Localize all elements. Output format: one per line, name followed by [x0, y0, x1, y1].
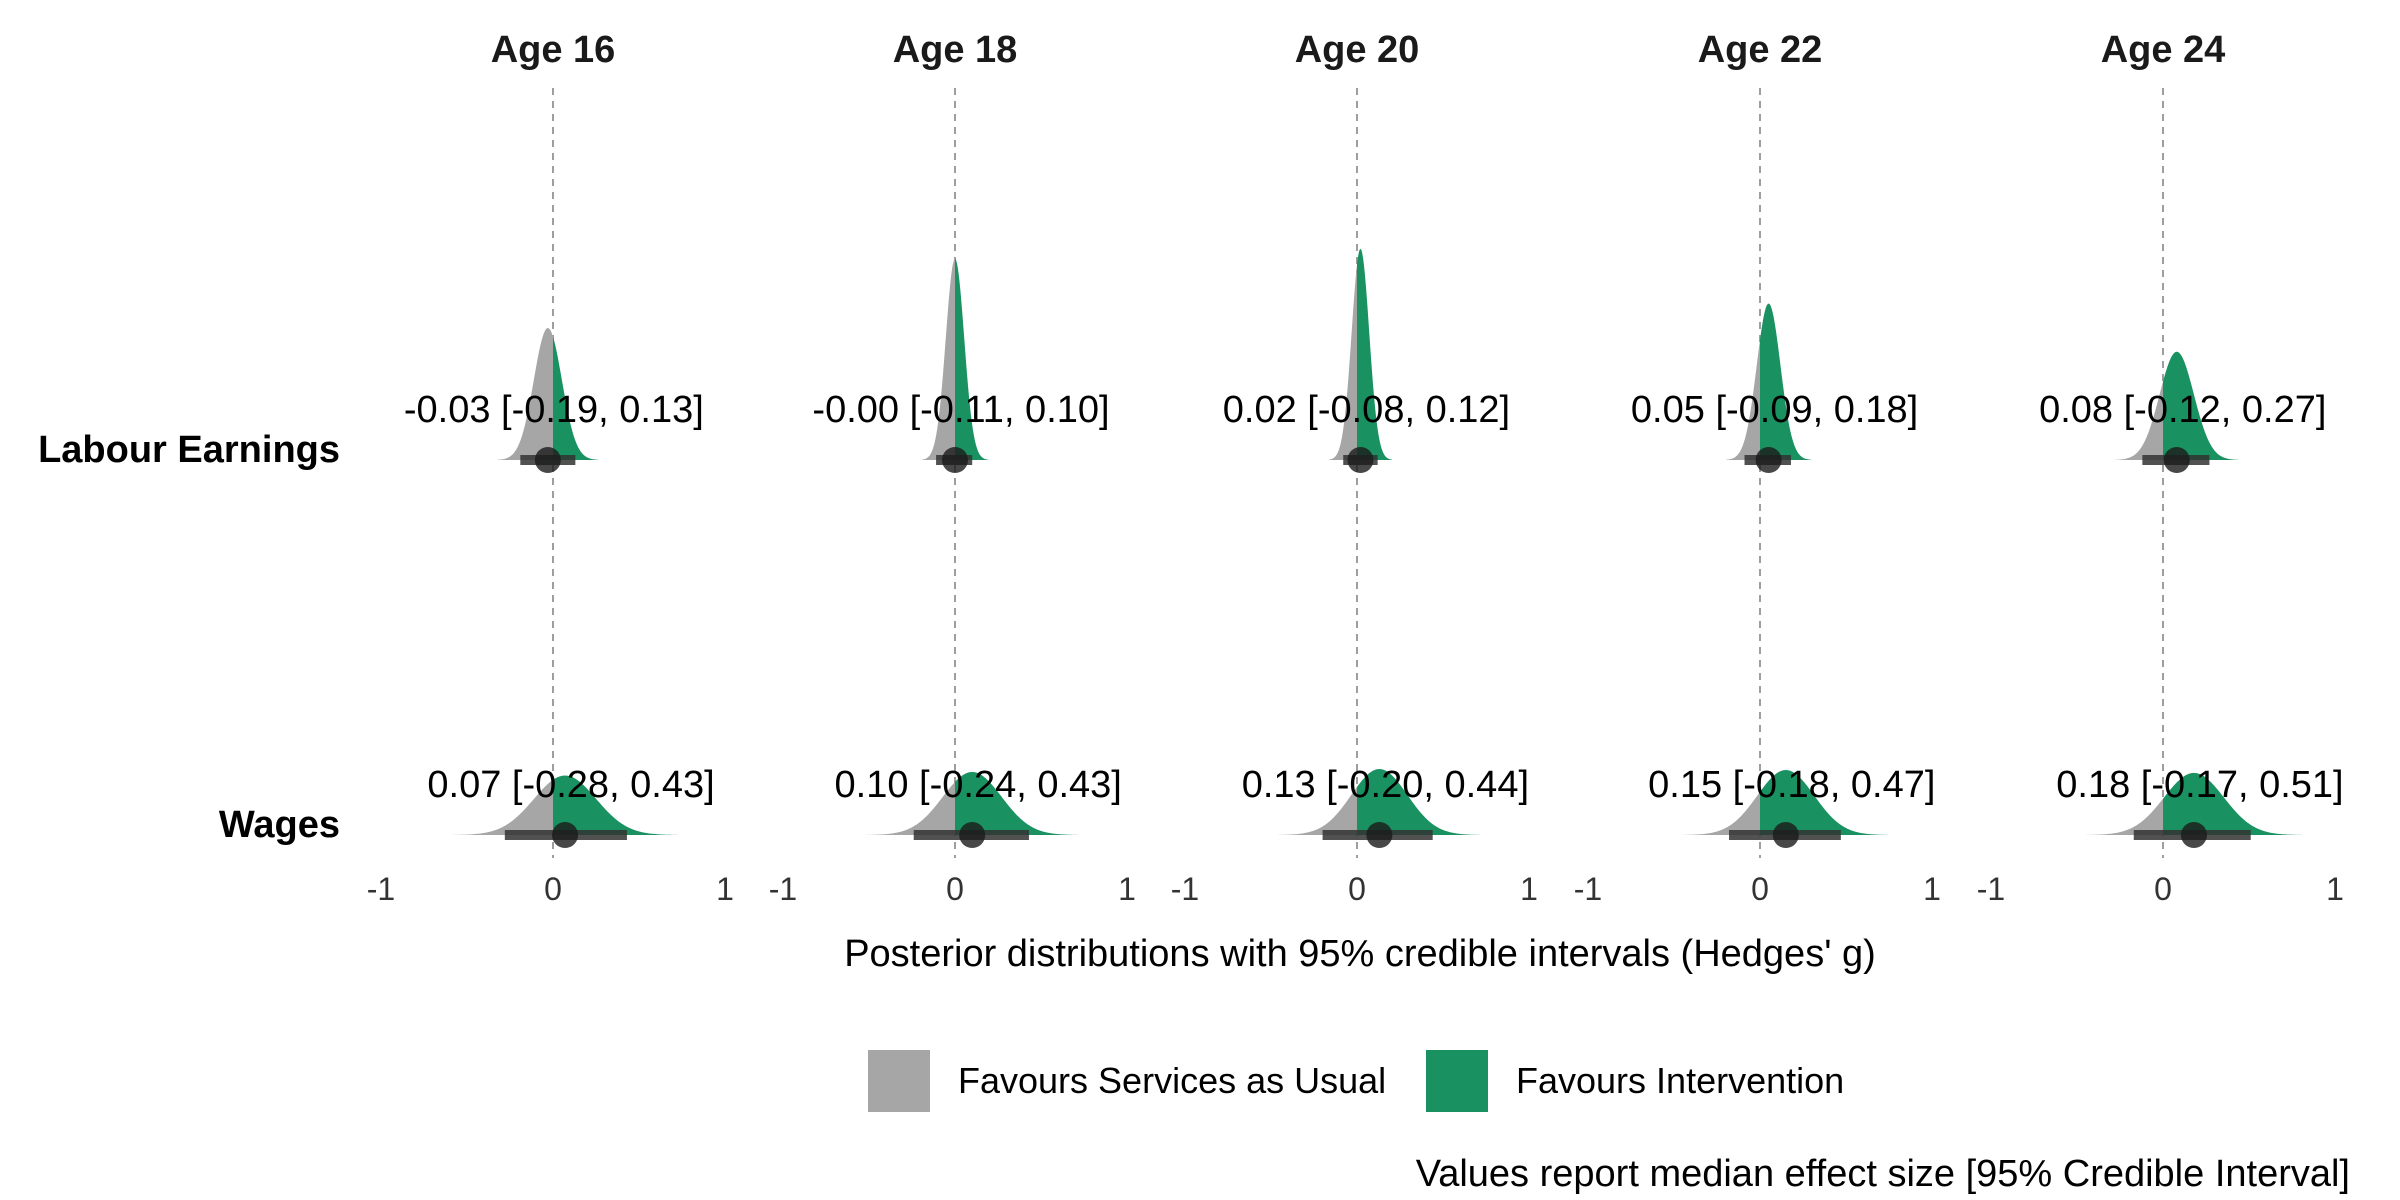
caption: Values report median effect size [95% Cr…: [1416, 1153, 2350, 1195]
density-area-favours-intervention: [1357, 769, 1481, 835]
density-area-favours-intervention: [553, 336, 599, 460]
density-wages-age-16: 0.07 [-0.28, 0.43]: [427, 764, 715, 848]
median-point: [2163, 447, 2190, 473]
density-area-favours-services-as-usual: [1725, 339, 1760, 460]
value-label: 0.08 [-0.12, 0.27]: [2039, 389, 2326, 431]
x-tick-label: -1: [769, 871, 797, 907]
x-tick-label: 0: [946, 871, 964, 907]
x-tick-label: 1: [1118, 871, 1136, 907]
density-labour-earnings-age-18: -0.00 [-0.11, 0.10]: [812, 258, 1110, 473]
density-area-favours-services-as-usual: [2086, 798, 2163, 835]
row-label-labour-earnings: Labour Earnings: [38, 429, 340, 471]
density-labour-earnings-age-22: 0.05 [-0.09, 0.18]: [1631, 303, 1918, 473]
density-area-favours-intervention: [1357, 248, 1393, 460]
density-area-favours-intervention: [553, 775, 678, 835]
median-point: [959, 822, 986, 848]
value-label: 0.02 [-0.08, 0.12]: [1223, 389, 1510, 431]
density-area-favours-services-as-usual: [452, 779, 553, 835]
density-area-favours-services-as-usual: [2115, 381, 2163, 460]
density-labour-earnings-age-16: -0.03 [-0.19, 0.13]: [404, 328, 704, 473]
x-tick-label: -1: [1977, 871, 2005, 907]
panels: -0.03 [-0.19, 0.13] -0.00 [-0.11, 0.10] 0.…: [404, 88, 2344, 858]
x-tick-label: 1: [1520, 871, 1538, 907]
density-area-favours-services-as-usual: [866, 781, 955, 835]
density-area-favours-intervention: [955, 771, 1079, 835]
x-tick-label: -1: [367, 871, 395, 907]
density-area-favours-intervention: [955, 258, 989, 460]
value-label: 0.18 [-0.17, 0.51]: [2056, 764, 2343, 806]
x-tick-label: -1: [1574, 871, 1602, 907]
x-tick-label: 0: [544, 871, 562, 907]
density-wages-age-18: 0.10 [-0.24, 0.43]: [835, 764, 1122, 848]
density-wages-age-24: 0.18 [-0.17, 0.51]: [2056, 764, 2344, 848]
median-point: [1366, 822, 1393, 848]
density-wages-age-20: 0.13 [-0.20, 0.44]: [1242, 764, 1529, 848]
median-point: [1772, 822, 1799, 848]
density-area-favours-services-as-usual: [1328, 264, 1357, 460]
x-tick-label: 0: [1751, 871, 1769, 907]
median-point: [2180, 822, 2207, 848]
density-area-favours-intervention: [1760, 303, 1812, 460]
density-area-favours-services-as-usual: [1683, 791, 1760, 835]
row-label-wages: Wages: [219, 804, 340, 846]
median-point: [552, 822, 579, 848]
density-area-favours-intervention: [2163, 351, 2239, 460]
legend-label-intervention: Favours Intervention: [1516, 1060, 1844, 1101]
value-label: 0.05 [-0.09, 0.18]: [1631, 389, 1918, 431]
value-label: 0.13 [-0.20, 0.44]: [1242, 764, 1529, 806]
median-point: [1755, 447, 1782, 473]
legend-swatch-intervention: [1426, 1050, 1488, 1112]
density-labour-earnings-age-24: 0.08 [-0.12, 0.27]: [2039, 351, 2326, 473]
x-tick-label: 1: [2326, 871, 2344, 907]
value-label: 0.10 [-0.24, 0.43]: [835, 764, 1122, 806]
x-axis-title: Posterior distributions with 95% credibl…: [844, 933, 1876, 975]
median-point: [534, 447, 561, 473]
value-label: -0.00 [-0.11, 0.10]: [812, 389, 1109, 431]
median-point: [1347, 447, 1374, 473]
facet-title-age-22: Age 22: [1698, 29, 1823, 71]
density-labour-earnings-age-20: 0.02 [-0.08, 0.12]: [1223, 248, 1510, 473]
value-label: 0.15 [-0.18, 0.47]: [1648, 764, 1935, 806]
value-label: -0.03 [-0.19, 0.13]: [404, 389, 704, 431]
density-area-favours-intervention: [2163, 772, 2302, 835]
facet-title-age-24: Age 24: [2101, 29, 2226, 71]
density-wages-age-22: 0.15 [-0.18, 0.47]: [1648, 764, 1935, 848]
legend-swatch-services-as-usual: [868, 1050, 930, 1112]
density-area-favours-intervention: [1760, 770, 1889, 835]
row-labels: Labour Earnings Wages: [38, 429, 340, 846]
x-axis-ticks: -1 0 1 -1 0 1 -1 0 1 -1 0 1 -1 0 1: [367, 871, 2344, 907]
density-area-favours-services-as-usual: [921, 258, 955, 460]
median-point: [942, 447, 968, 473]
x-tick-label: 1: [1923, 871, 1941, 907]
x-tick-label: 1: [716, 871, 734, 907]
legend-label-services-as-usual: Favours Services as Usual: [958, 1060, 1386, 1101]
facet-title-age-18: Age 18: [893, 29, 1018, 71]
facet-title-age-16: Age 16: [491, 29, 616, 71]
density-area-favours-services-as-usual: [1278, 786, 1357, 835]
value-label: 0.07 [-0.28, 0.43]: [427, 764, 714, 806]
density-area-favours-services-as-usual: [497, 328, 553, 460]
legend: Favours Services as Usual Favours Interv…: [868, 1050, 1844, 1112]
x-tick-label: 0: [2154, 871, 2172, 907]
facet-titles: Age 16 Age 18 Age 20 Age 22 Age 24: [491, 29, 2226, 71]
facet-title-age-20: Age 20: [1295, 29, 1420, 71]
x-tick-label: -1: [1171, 871, 1199, 907]
x-tick-label: 0: [1348, 871, 1366, 907]
